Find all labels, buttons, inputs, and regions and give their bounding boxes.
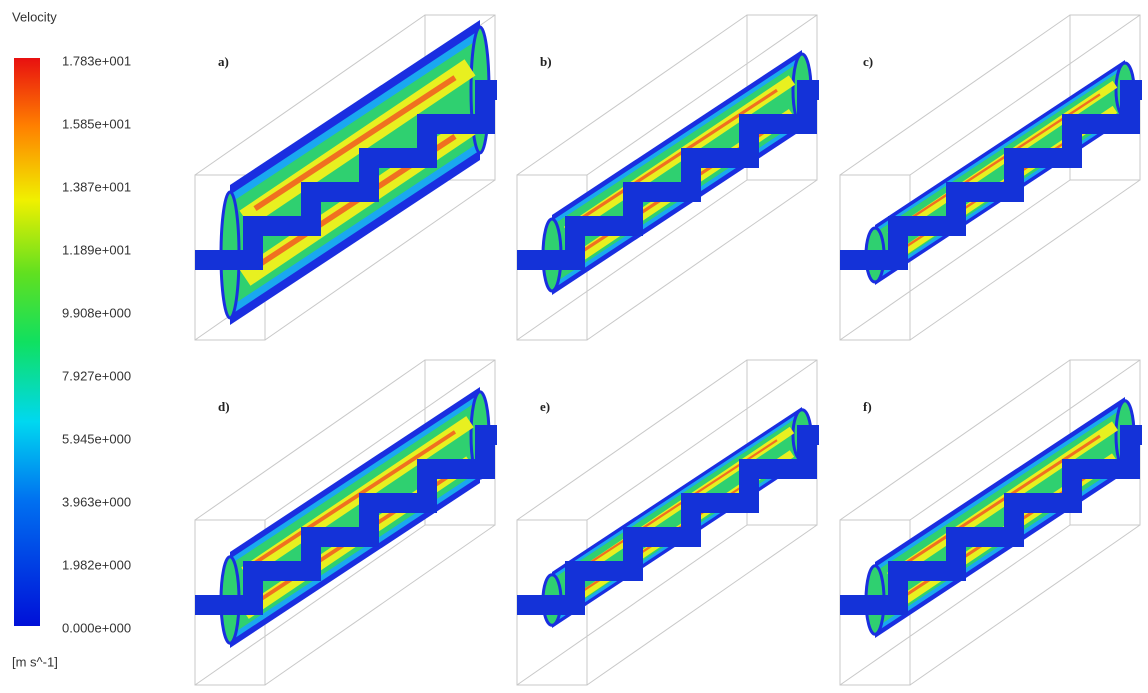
colorbar-label: 1.189e+001 (62, 242, 131, 257)
panel-label: b) (540, 54, 552, 69)
contour-panel: d) (195, 360, 497, 685)
figure: Velocity [m s^-1] 1.783e+001 1.585e+001 1.… (0, 0, 1148, 693)
colorbar-label: 5.945e+000 (62, 431, 131, 446)
colorbar-label: 1.585e+001 (62, 116, 131, 131)
panel-label: a) (218, 54, 229, 69)
contour-panel: c) (840, 15, 1142, 340)
colorbar-label: 7.927e+000 (62, 368, 131, 383)
contour-panel: f) (840, 360, 1142, 685)
colorbar-label: 1.982e+000 (62, 557, 131, 572)
contour-panel: b) (517, 15, 819, 340)
contour-panel: e) (517, 360, 819, 685)
colorbar-label: 9.908e+000 (62, 305, 131, 320)
colorbar (14, 58, 40, 626)
colorbar-label: 1.387e+001 (62, 179, 131, 194)
panel-label: c) (863, 54, 873, 69)
colorbar-label: 3.963e+000 (62, 494, 131, 509)
contour-panel: a) (195, 15, 497, 340)
colorbar-label: 1.783e+001 (62, 53, 131, 68)
legend-title: Velocity (12, 9, 57, 24)
colorbar-label: 0.000e+000 (62, 620, 131, 635)
panel-label: e) (540, 399, 550, 414)
panel-label: d) (218, 399, 230, 414)
panel-label: f) (863, 399, 872, 414)
legend-unit: [m s^-1] (12, 654, 58, 669)
